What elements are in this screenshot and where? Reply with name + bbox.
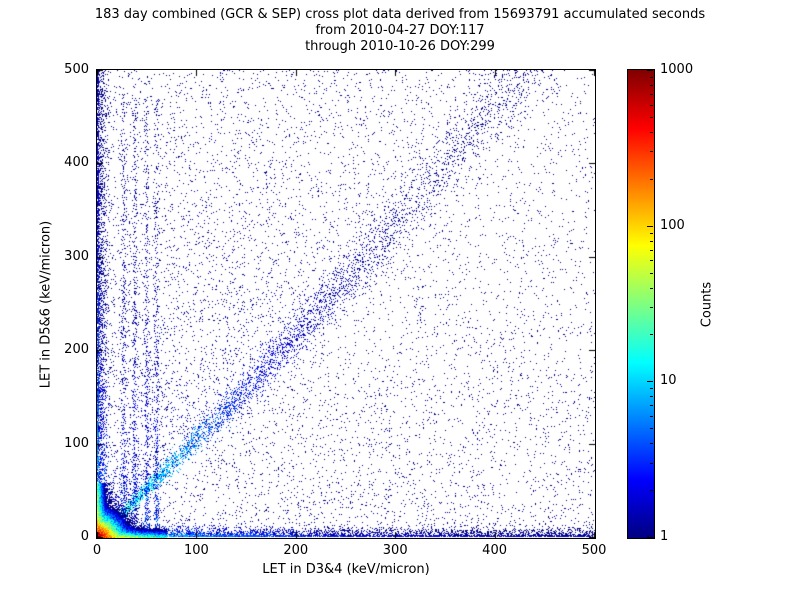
colorbar-tick-mark [647,70,653,71]
colorbar-minor-tick-mark [650,405,653,407]
colorbar-tick-label: 10 [660,373,677,389]
y-tick-label: 200 [64,342,89,358]
x-tick-label: 400 [482,543,508,558]
y-axis-label: LET in D5&6 (keV/micron) [38,220,54,389]
colorbar-minor-tick-mark [650,388,653,390]
colorbar-minor-tick-mark [650,272,653,274]
colorbar-tick-mark [647,225,653,227]
colorbar-minor-tick-mark [650,462,653,464]
colorbar-minor-tick-mark [650,490,653,492]
colorbar-minor-tick-mark [650,307,653,309]
colorbar-minor-tick-mark [650,116,653,118]
colorbar-tick-mark [647,537,653,538]
colorbar-minor-tick-mark [650,396,653,398]
colorbar-minor-tick-mark [650,104,653,106]
plot-area [96,69,596,539]
colorbar-minor-tick-mark [650,77,653,79]
chart-title: 183 day combined (GCR & SEP) cross plot … [94,7,706,22]
x-tick-label: 300 [382,543,408,558]
colorbar-minor-tick-mark [650,94,653,96]
chart-subtitle-through: through 2010-10-26 DOY:299 [305,39,495,54]
colorbar-tick-mark [647,381,653,383]
x-tick-label: 100 [183,543,209,558]
colorbar-minor-tick-mark [650,287,653,289]
chart-subtitle-from: from 2010-04-27 DOY:117 [315,23,485,38]
colorbar-minor-tick-mark [650,151,653,153]
y-tick-label: 400 [64,155,89,171]
colorbar-tick-label: 100 [660,217,685,233]
colorbar-minor-tick-mark [650,232,653,234]
colorbar-minor-tick-mark [650,334,653,336]
scatter-heatmap-canvas [97,70,595,538]
colorbar-minor-tick-mark [650,443,653,445]
y-tick-label: 0 [80,529,89,544]
y-tick-label: 100 [64,435,89,451]
colorbar-tick-label: 1 [660,529,669,544]
colorbar-minor-tick-mark [650,260,653,262]
x-tick-label: 200 [283,543,309,558]
colorbar-label: Counts [699,281,715,328]
colorbar-minor-tick-mark [650,240,653,242]
colorbar-tick-label: 1000 [660,62,694,77]
colorbar-minor-tick-mark [650,428,653,430]
x-tick-label: 500 [581,543,607,558]
colorbar-minor-tick-mark [650,85,653,87]
colorbar-minor-tick-mark [650,131,653,133]
y-tick-label: 500 [64,62,89,77]
y-tick-label: 300 [64,248,89,264]
colorbar [627,69,655,539]
colorbar-minor-tick-mark [650,415,653,417]
colorbar-minor-tick-mark [650,178,653,180]
x-axis-label: LET in D3&4 (keV/micron) [262,562,430,577]
x-tick-label: 0 [92,543,102,558]
title-block: 183 day combined (GCR & SEP) cross plot … [0,7,800,55]
colorbar-minor-tick-mark [650,249,653,251]
